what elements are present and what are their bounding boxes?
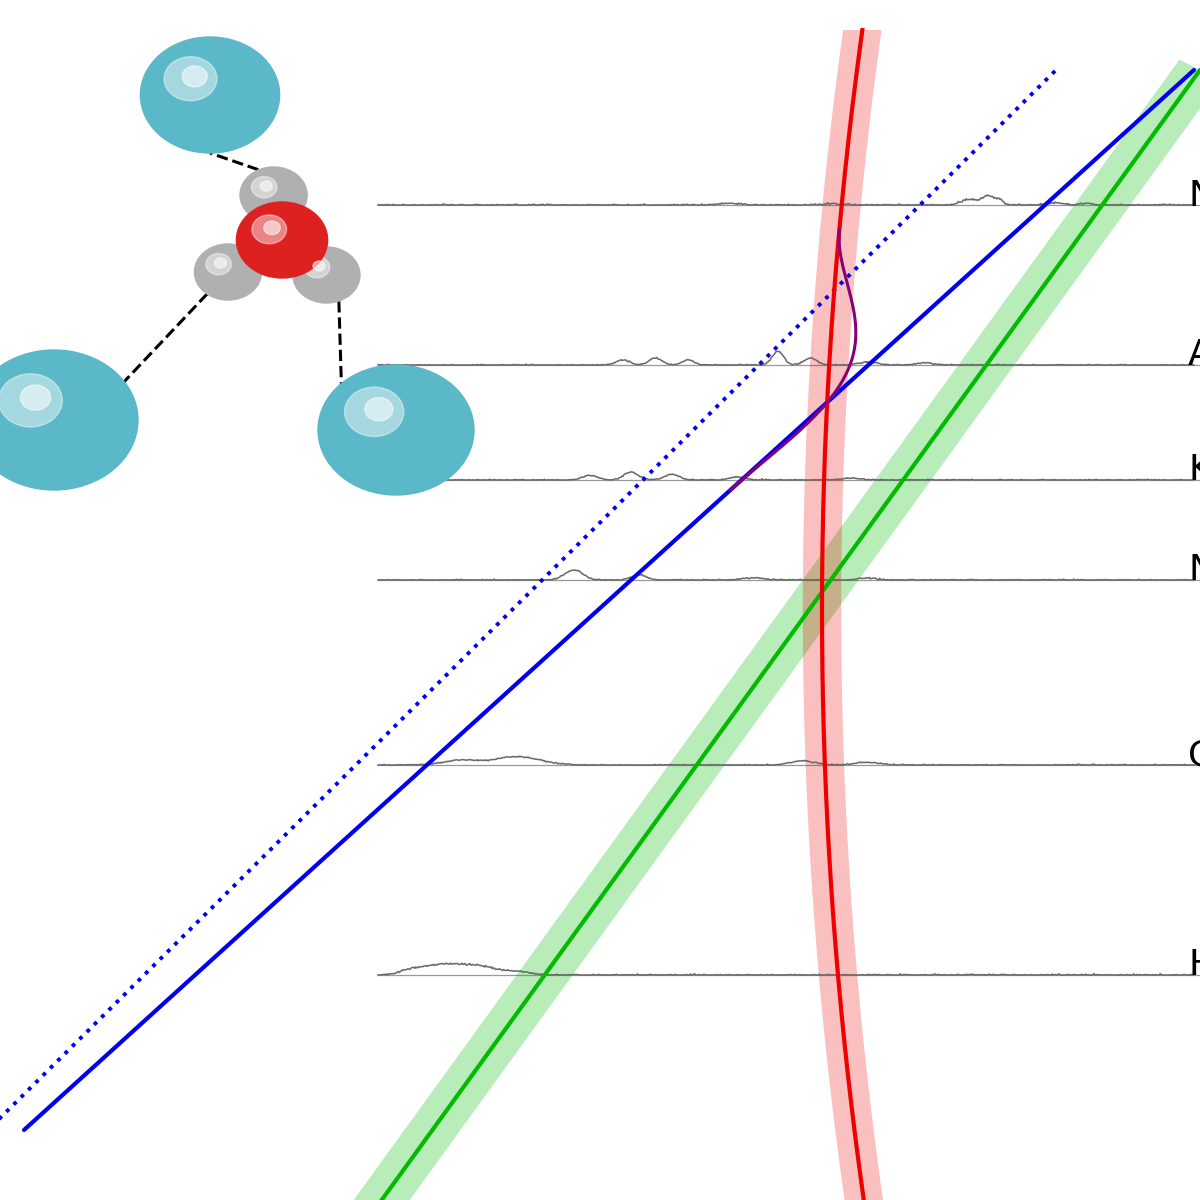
Circle shape — [206, 253, 232, 275]
Circle shape — [344, 388, 403, 437]
Circle shape — [313, 260, 325, 271]
Circle shape — [252, 176, 277, 198]
Circle shape — [252, 215, 287, 244]
Text: CO: CO — [1188, 738, 1200, 772]
Circle shape — [0, 374, 62, 427]
Circle shape — [240, 167, 307, 223]
Circle shape — [305, 257, 330, 277]
Circle shape — [215, 258, 227, 268]
Circle shape — [140, 37, 280, 152]
Text: Ar: Ar — [1188, 338, 1200, 372]
Circle shape — [194, 244, 262, 300]
Circle shape — [20, 385, 50, 410]
Circle shape — [318, 365, 474, 494]
Circle shape — [164, 56, 217, 101]
Polygon shape — [340, 60, 1200, 1200]
Text: Kr: Kr — [1188, 452, 1200, 487]
Circle shape — [260, 181, 272, 191]
Text: Ne: Ne — [1188, 178, 1200, 212]
Circle shape — [0, 350, 138, 490]
Text: N$_2$: N$_2$ — [1188, 552, 1200, 588]
Circle shape — [236, 202, 328, 278]
Polygon shape — [803, 30, 887, 1200]
Circle shape — [293, 247, 360, 302]
Circle shape — [365, 397, 392, 421]
Circle shape — [264, 221, 280, 235]
Text: H$_2$O: H$_2$O — [1188, 947, 1200, 983]
Circle shape — [182, 66, 208, 86]
